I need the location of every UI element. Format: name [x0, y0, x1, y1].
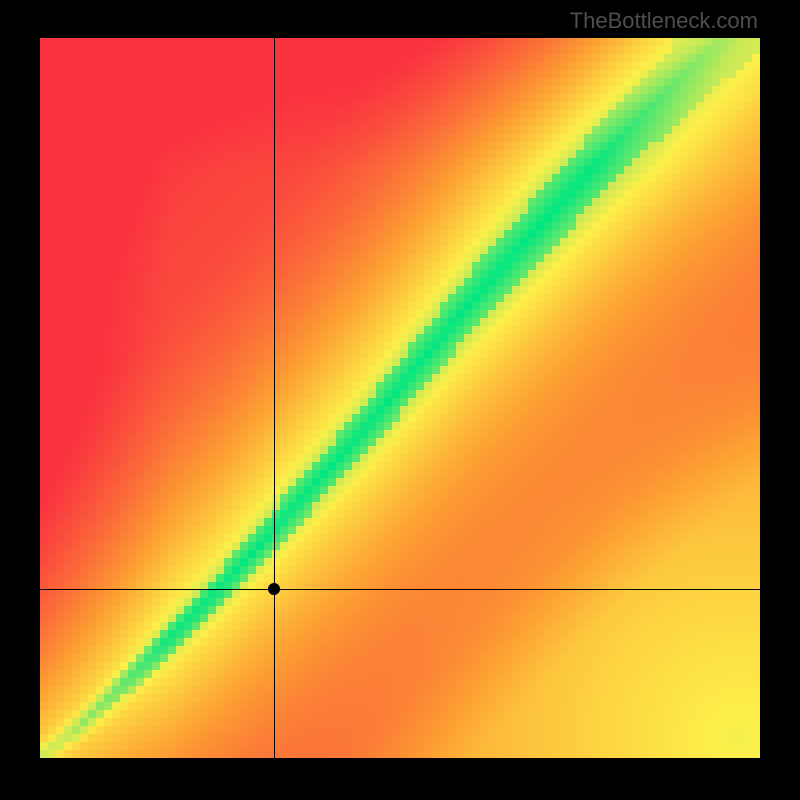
heatmap-canvas: [40, 38, 760, 758]
watermark-text: TheBottleneck.com: [570, 8, 758, 34]
heatmap-plot: [40, 38, 760, 758]
crosshair-vertical: [274, 38, 275, 758]
crosshair-horizontal: [40, 589, 760, 590]
data-point-marker: [268, 583, 280, 595]
